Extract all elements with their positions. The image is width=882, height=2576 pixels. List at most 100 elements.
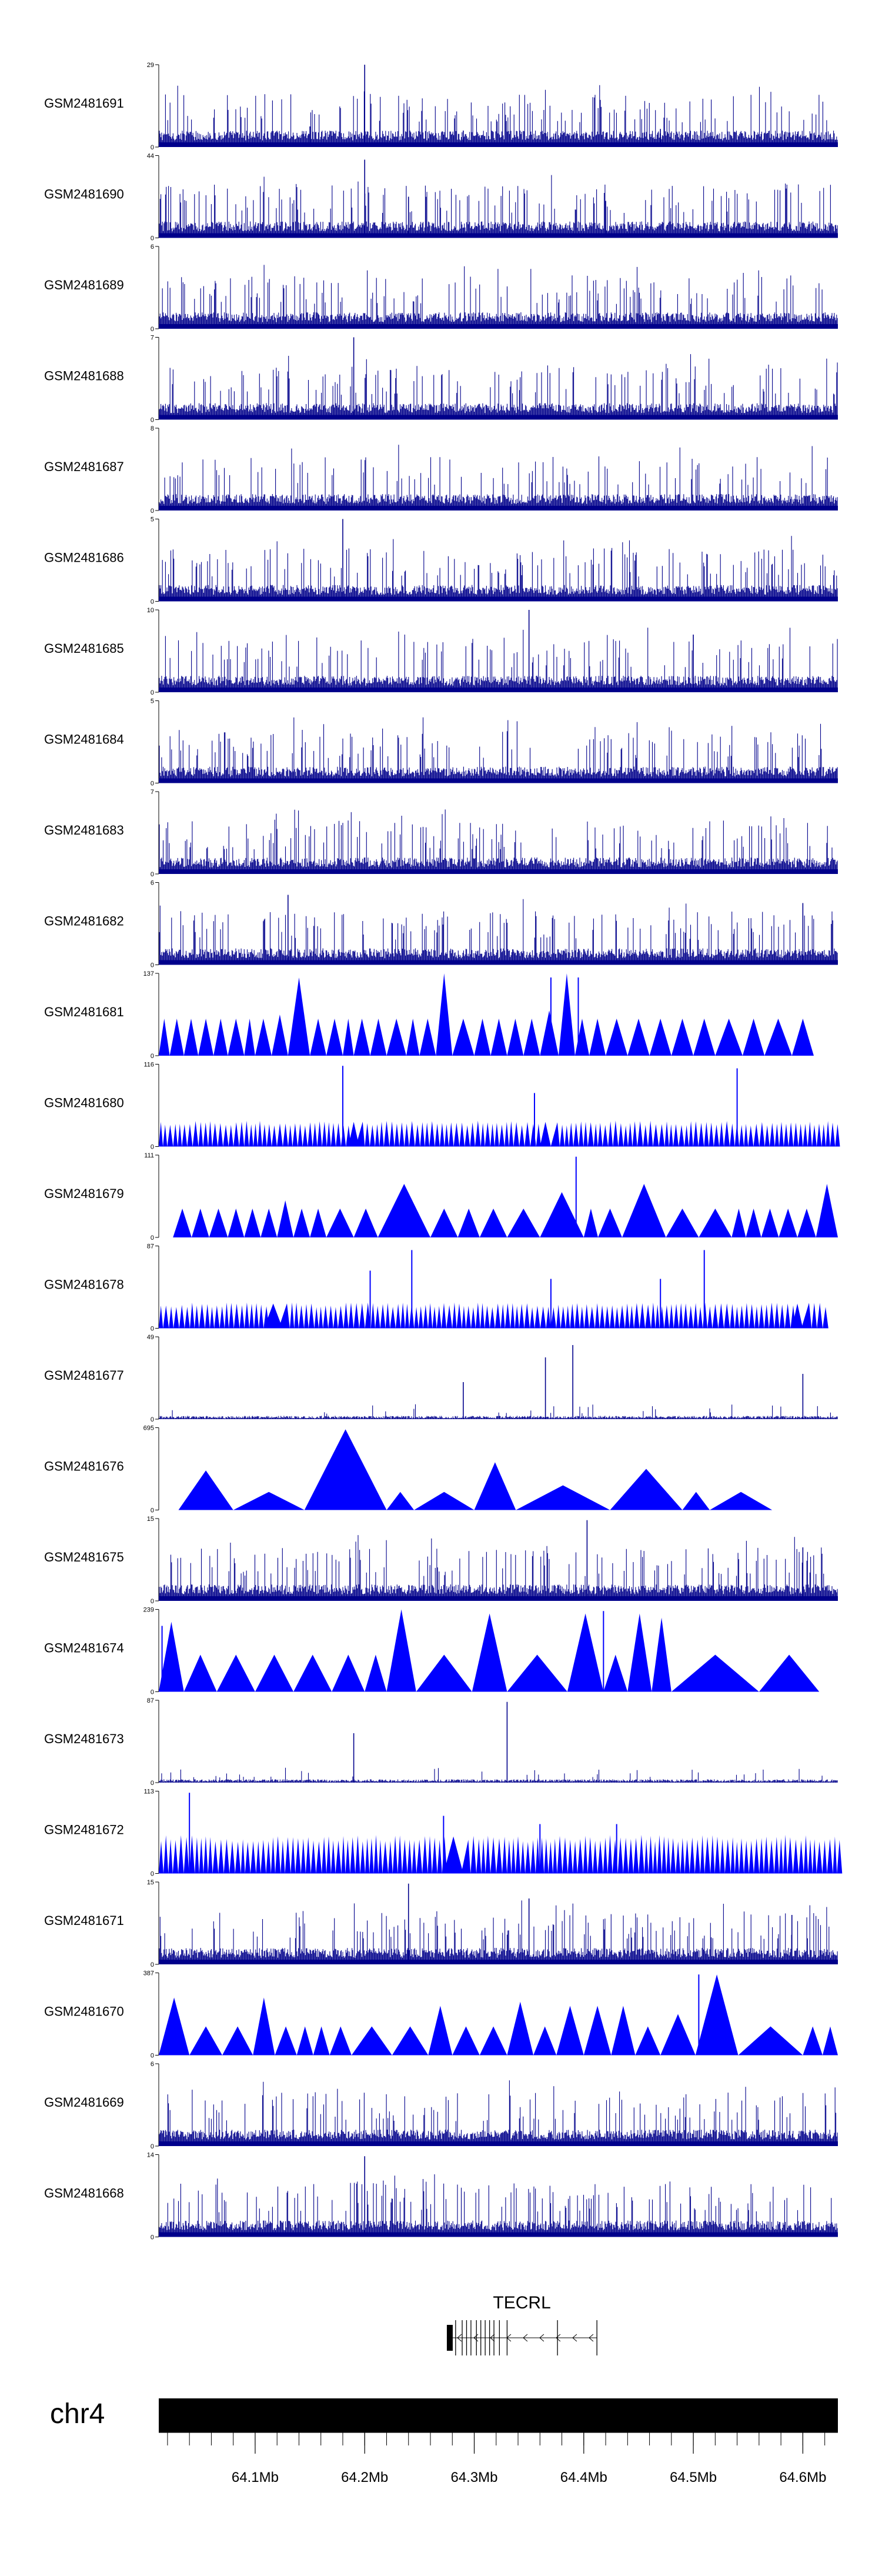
strand-chevron <box>556 2334 561 2342</box>
coverage-peak <box>386 1609 416 1692</box>
coverage-peak <box>507 1209 540 1237</box>
coverage-peak <box>695 1974 739 2056</box>
coverage-peak <box>479 2026 507 2056</box>
track-GSM2481691: GSM2481691 29 0 <box>44 62 838 151</box>
coverage-peak <box>191 1209 209 1237</box>
track-GSM2481677: GSM2481677 49 0 <box>44 1334 838 1423</box>
track-GSM2481682: GSM2481682 6 0 <box>44 880 838 969</box>
coverage-peak <box>173 1209 192 1237</box>
coverage-peak <box>326 1019 343 1056</box>
y-axis-max-label: 6 <box>151 2061 154 2068</box>
track-label: GSM2481675 <box>44 1550 124 1564</box>
coverage-peak <box>567 1613 604 1692</box>
coverage-peak <box>682 1491 710 1510</box>
y-axis-max-label: 5 <box>151 698 154 705</box>
coverage-peak <box>791 1019 814 1056</box>
coverage-peak <box>228 1019 245 1056</box>
coverage-peak <box>233 1491 305 1510</box>
coverage-peak <box>666 1209 699 1237</box>
y-axis-max-label: 6 <box>151 880 154 887</box>
coverage-peak <box>430 1209 458 1237</box>
track-GSM2481670: GSM2481670 387 0 <box>44 1970 838 2060</box>
y-axis-min-label: 0 <box>151 1871 154 1878</box>
coverage-peak <box>406 1019 420 1056</box>
coverage-peak <box>416 1654 472 1692</box>
coverage-peak <box>386 1491 415 1510</box>
coverage-bars <box>159 809 838 874</box>
coverage-bars <box>159 445 838 510</box>
coverage-base <box>159 506 838 510</box>
coverage-peak <box>556 2006 584 2056</box>
track-label: GSM2481690 <box>44 187 124 202</box>
coverage-peak <box>332 1654 365 1692</box>
y-axis-min-label: 0 <box>151 1961 154 1968</box>
strand-chevron <box>490 2334 495 2342</box>
coverage-bars <box>159 354 838 420</box>
coverage-comb <box>159 1834 843 1874</box>
coverage-comb <box>159 1120 840 1147</box>
coverage-peak <box>277 1200 294 1237</box>
y-axis-max-label: 44 <box>147 153 154 160</box>
coverage-peak <box>660 2014 696 2056</box>
coverage-peak <box>169 1019 184 1056</box>
coverage-peak <box>183 1019 199 1056</box>
coverage-peak <box>611 2006 636 2056</box>
coverage-peak <box>329 2026 352 2056</box>
coverage-peak <box>816 1184 838 1237</box>
coverage-base <box>159 2232 838 2237</box>
track-GSM2481685: GSM2481685 10 0 <box>44 607 838 696</box>
coverage-peak <box>189 2026 222 2056</box>
y-axis-min-label: 0 <box>151 871 154 878</box>
y-axis-min-label: 0 <box>151 599 154 606</box>
y-axis-min-label: 0 <box>151 1234 154 1242</box>
coverage-peak <box>540 1010 559 1056</box>
coverage-base <box>159 233 838 238</box>
track-label: GSM2481673 <box>44 1731 124 1746</box>
axis-tick-label: 64.4Mb <box>560 2470 607 2485</box>
coverage-peak <box>392 2026 429 2056</box>
coverage-base <box>159 869 838 874</box>
coverage-peak <box>583 1209 598 1237</box>
y-axis-max-label: 14 <box>147 2152 154 2159</box>
track-label: GSM2481670 <box>44 2004 124 2019</box>
coverage-peak <box>353 1019 370 1056</box>
coverage-peak <box>377 1184 430 1237</box>
coverage-peak <box>474 1019 491 1056</box>
track-GSM2481673: GSM2481673 87 0 <box>44 1697 838 1787</box>
coverage-peak <box>559 973 575 1056</box>
coverage-peak <box>370 1019 387 1056</box>
track-label: GSM2481691 <box>44 96 124 111</box>
coverage-base <box>159 960 838 965</box>
axis-tick-label: 64.3Mb <box>450 2470 497 2485</box>
coverage-base <box>159 1596 838 1601</box>
track-label: GSM2481671 <box>44 1913 124 1928</box>
coverage-peak <box>635 2026 661 2056</box>
coverage-peak <box>533 2026 557 2056</box>
coverage-peak <box>263 1303 283 1329</box>
coverage-peak <box>761 1209 779 1237</box>
coverage-peak <box>436 973 453 1056</box>
track-label: GSM2481688 <box>44 369 124 383</box>
chromosome-ideogram: chr4 <box>50 2398 838 2432</box>
y-axis-min-label: 0 <box>151 1689 154 1696</box>
y-axis-max-label: 239 <box>143 1607 154 1614</box>
coverage-peak <box>693 1019 716 1056</box>
coverage-peak <box>351 2026 392 2056</box>
coverage-peak <box>209 1209 228 1237</box>
coverage-peak <box>606 1019 628 1056</box>
coverage-peak <box>822 2026 838 2056</box>
y-axis-max-label: 7 <box>151 789 154 796</box>
strand-chevron <box>473 2334 479 2342</box>
track-label: GSM2481676 <box>44 1459 124 1474</box>
coverage-base <box>159 142 838 147</box>
coverage-peak <box>746 1209 761 1237</box>
coverage-peak <box>159 1621 184 1692</box>
track-GSM2481679: GSM2481679 111 0 <box>44 1152 838 1242</box>
track-GSM2481672: GSM2481672 113 0 <box>44 1788 843 1878</box>
coverage-base <box>159 2141 838 2146</box>
coverage-peak <box>428 2006 453 2056</box>
coverage-peak <box>742 1019 765 1056</box>
coverage-peak <box>386 1019 406 1056</box>
track-GSM2481684: GSM2481684 5 0 <box>44 698 838 788</box>
coverage-peak <box>228 1209 245 1237</box>
